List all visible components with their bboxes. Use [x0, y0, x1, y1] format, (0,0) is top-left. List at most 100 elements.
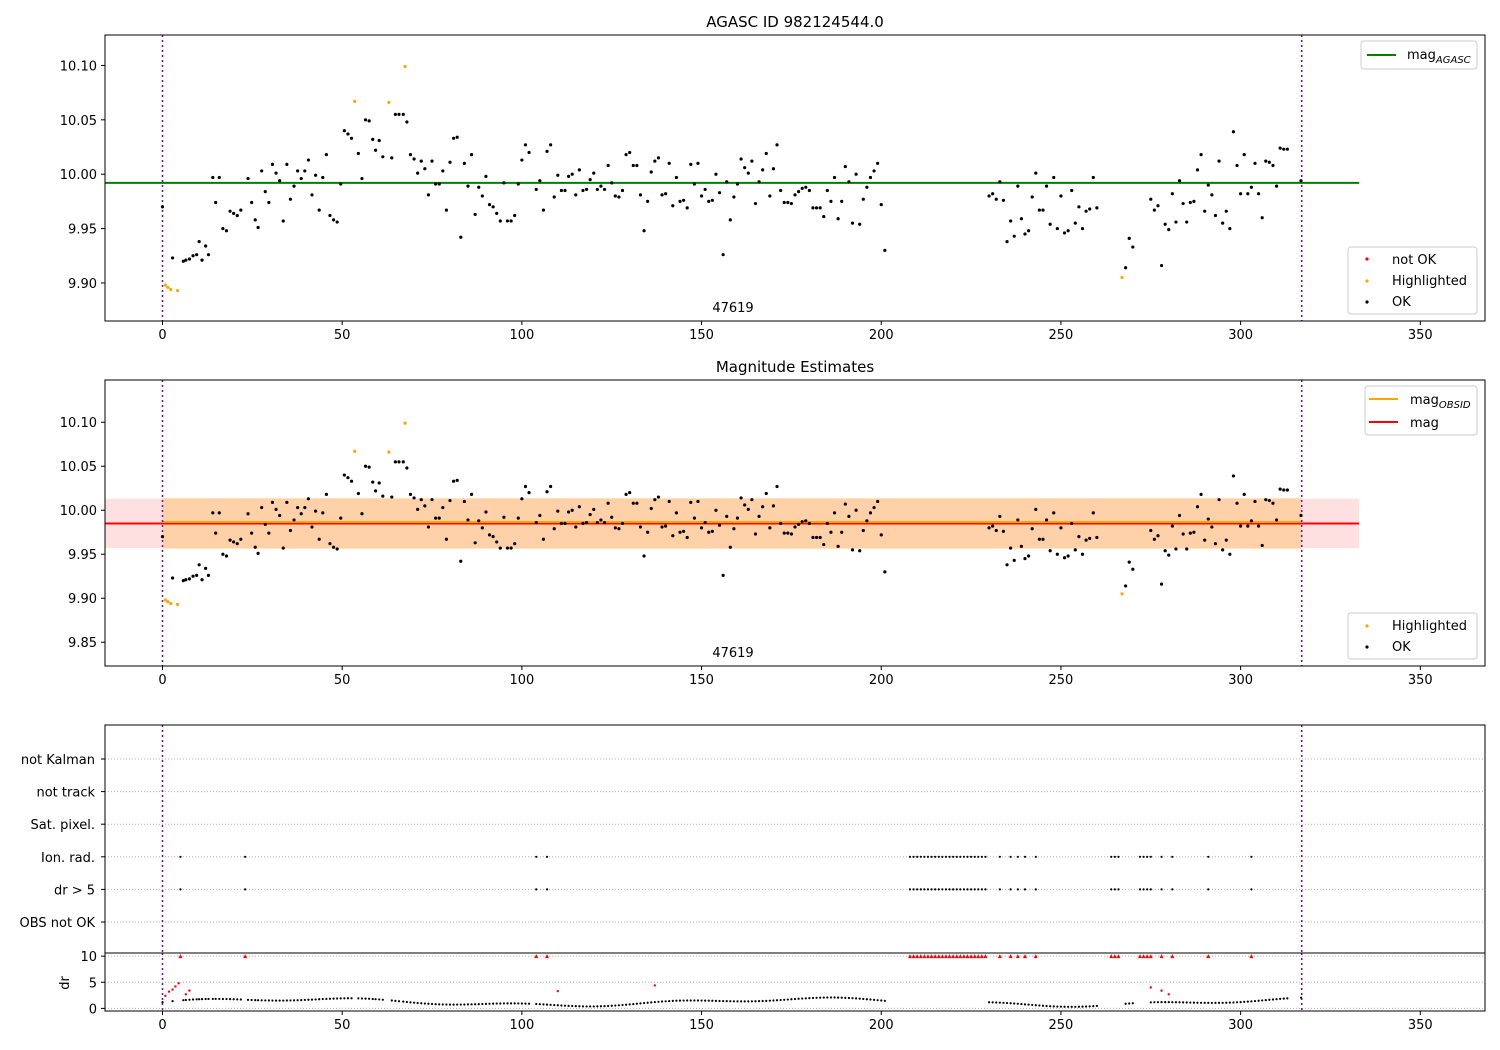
- dr-point: [1192, 1001, 1196, 1004]
- ok-point: [299, 176, 303, 181]
- ok-point: [1088, 207, 1092, 211]
- ok-point: [678, 199, 682, 203]
- ok-point: [221, 226, 225, 231]
- ok-point: [412, 157, 416, 161]
- ok-point: [437, 182, 441, 186]
- ok-point: [339, 516, 343, 520]
- dr-gt-5-flag-point: [1149, 888, 1152, 891]
- x-tick-label: 350: [1408, 328, 1433, 343]
- ok-point: [732, 527, 736, 531]
- ok-point: [217, 511, 221, 515]
- ok-point: [390, 156, 394, 160]
- legend-highlighted-marker-2: [1365, 624, 1369, 628]
- ok-point: [502, 181, 506, 185]
- ok-point: [1066, 229, 1070, 233]
- ion-rad-flag-point: [545, 855, 549, 858]
- dr-point: [793, 997, 797, 1001]
- ok-point: [408, 492, 413, 496]
- dr-point: [844, 996, 847, 999]
- ok-point: [1030, 527, 1034, 531]
- dr-point: [596, 1005, 599, 1008]
- dr-point: [1070, 1005, 1073, 1008]
- ok-point: [743, 166, 747, 170]
- ok-point: [800, 520, 804, 524]
- ok-point: [807, 188, 811, 193]
- legend-ok-marker-2: [1365, 645, 1369, 649]
- ok-point: [836, 217, 840, 221]
- dr-point: [346, 997, 350, 1000]
- ok-point: [214, 531, 218, 535]
- ok-point: [181, 579, 185, 583]
- ok-point: [469, 153, 474, 157]
- ok-point: [868, 511, 873, 515]
- ok-point: [883, 248, 887, 252]
- ok-point: [310, 525, 314, 529]
- dr-point: [303, 998, 306, 1002]
- dr-point: [632, 1002, 635, 1006]
- ok-point: [847, 180, 851, 184]
- ok-point: [360, 512, 364, 516]
- ok-point: [671, 204, 675, 208]
- dr-point: [1257, 999, 1260, 1002]
- dr-point: [1232, 1001, 1235, 1004]
- dr-point: [610, 1004, 613, 1007]
- dr-point: [236, 998, 239, 1001]
- ok-point: [664, 524, 668, 528]
- ok-point: [991, 524, 995, 528]
- ok-point: [656, 495, 661, 499]
- dr-point: [833, 996, 836, 999]
- ok-point: [516, 182, 520, 186]
- ok-point: [1242, 492, 1246, 496]
- ok-point: [360, 176, 364, 181]
- dr-point: [509, 1002, 513, 1005]
- ok-point: [761, 505, 765, 509]
- dr-point: [765, 999, 768, 1002]
- y-tick-label: 9.95: [68, 548, 97, 563]
- ok-point: [211, 175, 215, 180]
- ok-point: [1170, 524, 1174, 528]
- ok-point: [184, 578, 188, 582]
- ok-point: [303, 169, 307, 173]
- ok-point: [549, 484, 553, 489]
- ok-point: [599, 518, 603, 522]
- ok-point: [1264, 159, 1268, 163]
- ion-rad-flag-point: [1117, 855, 1120, 858]
- panel-agasc-plot-area: [105, 35, 1360, 321]
- dr-point: [545, 1003, 549, 1006]
- ok-point: [717, 191, 722, 195]
- ok-point: [377, 138, 381, 143]
- ok-point: [602, 520, 607, 525]
- dr-point: [452, 1003, 455, 1006]
- ok-point: [246, 176, 250, 181]
- legend-mag-label: mag: [1410, 416, 1439, 431]
- dr-point: [722, 999, 725, 1003]
- dr-point: [412, 1001, 416, 1004]
- dr-point: [1196, 1001, 1199, 1004]
- dr-point: [772, 999, 775, 1002]
- ok-point: [642, 229, 646, 233]
- legend-mag-obsid-label: magOBSID: [1410, 393, 1471, 411]
- ok-point: [1228, 226, 1232, 231]
- ok-point: [782, 200, 786, 205]
- dr-point: [488, 1002, 491, 1005]
- dr-capped-marker: [178, 954, 183, 959]
- ok-point: [278, 179, 282, 183]
- ok-point: [405, 466, 409, 470]
- dr-not-ok-point: [1149, 986, 1152, 989]
- ok-point: [342, 129, 346, 133]
- ok-point: [800, 186, 804, 190]
- ok-point: [1041, 537, 1045, 541]
- dr-capped-marker: [979, 954, 984, 959]
- dr-capped-marker: [545, 954, 550, 959]
- ok-point: [1048, 222, 1052, 226]
- dr-point: [371, 997, 374, 1001]
- flag-row-label: Ion. rad.: [41, 851, 95, 866]
- ok-point: [455, 135, 459, 139]
- ok-point: [556, 173, 560, 177]
- ok-point: [674, 511, 679, 515]
- ok-point: [538, 513, 542, 518]
- dr-capped-marker: [1008, 954, 1013, 959]
- ok-point: [649, 170, 653, 174]
- dr-point: [195, 998, 198, 1001]
